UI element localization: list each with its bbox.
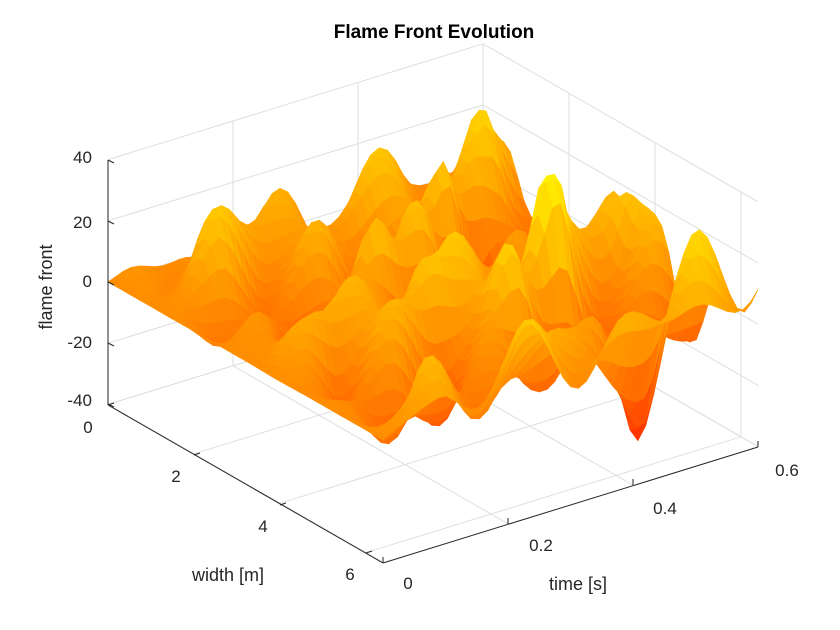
time-tick-label: 0.4 <box>653 499 677 518</box>
z-tick-label: -20 <box>67 333 92 352</box>
width-tick-label: 0 <box>83 418 92 437</box>
grid-line <box>482 43 759 203</box>
width-tick-label: 2 <box>171 467 180 486</box>
grid-line <box>107 43 484 161</box>
surface-patch <box>375 429 392 441</box>
z-tick-label: 20 <box>73 213 92 232</box>
ticks: 40 20 0 -20 -40 0 2 4 6 0 0.2 0.4 0.6 <box>67 148 798 593</box>
chart-title: Flame Front Evolution <box>334 22 535 43</box>
grid-line <box>365 436 742 554</box>
time-tick-label: 0.2 <box>529 536 553 555</box>
time-axis-line <box>382 446 759 564</box>
grid-line <box>107 403 384 563</box>
width-axis-line <box>107 404 384 564</box>
grid-line <box>482 104 759 264</box>
z-tick-label: 40 <box>73 148 92 167</box>
width-tick-label: 6 <box>345 565 354 584</box>
z-tick-label: -40 <box>67 391 92 410</box>
width-axis-label: width [m] <box>191 565 264 585</box>
flame-surface <box>107 109 759 445</box>
z-tick-label: 0 <box>83 272 92 291</box>
time-tick-label: 0 <box>403 574 412 593</box>
z-axis-label: flame front <box>36 244 56 329</box>
grid-line <box>232 365 509 525</box>
grid-line <box>107 104 484 222</box>
width-tick-label: 4 <box>258 517 267 536</box>
time-tick-label: 0.6 <box>775 461 799 480</box>
time-axis-label: time [s] <box>549 574 607 594</box>
grid-line <box>279 386 656 504</box>
